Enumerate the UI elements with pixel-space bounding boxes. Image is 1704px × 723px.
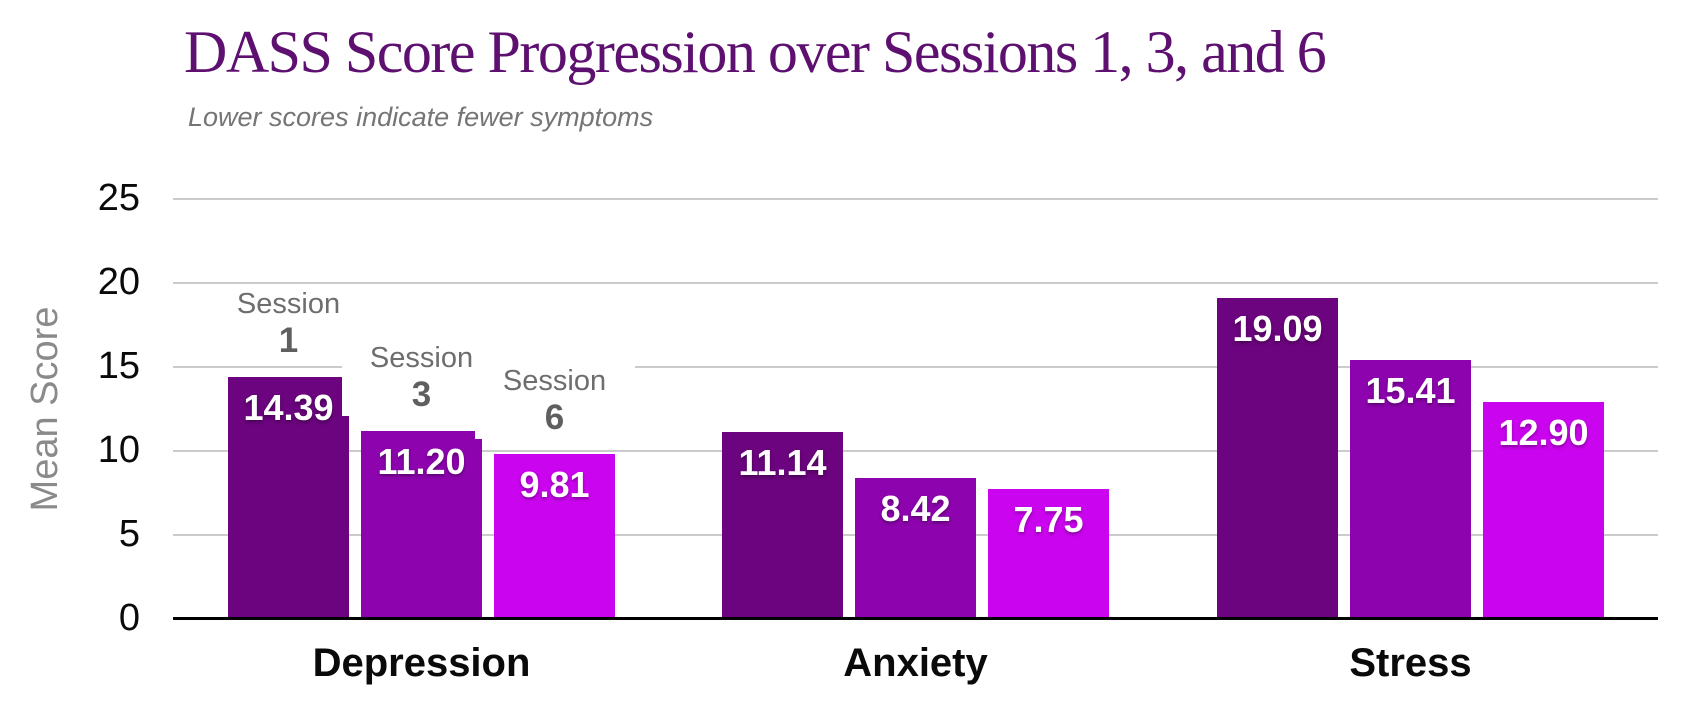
gridline — [173, 198, 1658, 200]
bar-value-label: 11.20 — [377, 441, 466, 482]
annotation-line1: Session — [502, 365, 607, 397]
bar-value-label: 7.75 — [1013, 499, 1084, 540]
y-tick-label: 5 — [118, 513, 140, 555]
x-axis-line — [173, 617, 1658, 620]
chart-title: DASS Score Progression over Sessions 1, … — [184, 19, 1327, 85]
chart-subtitle: Lower scores indicate fewer symptoms — [188, 102, 654, 132]
bar-session3-anxiety — [855, 478, 976, 619]
annotation-line2: 6 — [544, 398, 565, 438]
gridline — [173, 366, 1658, 368]
annotation-line2: 3 — [411, 375, 432, 415]
gridline — [173, 450, 1658, 452]
y-tick-label: 10 — [97, 429, 140, 471]
series-annotation: Session 1 — [208, 287, 369, 363]
y-tick-label: 15 — [97, 345, 140, 387]
bar-session1-depression — [228, 377, 349, 619]
y-axis-title: Mean Score — [24, 306, 66, 512]
annotation-line1: Session — [369, 342, 474, 374]
y-tick-label: 25 — [97, 177, 140, 219]
bar-value-label: 15.41 — [1365, 370, 1456, 411]
category-label-anxiety: Anxiety — [843, 641, 988, 685]
annotation-line2: 1 — [278, 321, 299, 361]
bar-session6-anxiety — [988, 489, 1109, 619]
bar-session6-stress — [1483, 402, 1604, 619]
bar-value-label: 12.90 — [1498, 412, 1589, 453]
bar-session1-stress — [1217, 298, 1338, 619]
bar-value-label: 8.42 — [880, 488, 951, 529]
bar-value-label: 19.09 — [1232, 308, 1323, 349]
y-tick-label: 20 — [97, 261, 140, 303]
annotation-line1: Session — [236, 288, 341, 320]
gridline — [173, 282, 1658, 284]
bar-session3-depression — [361, 431, 482, 619]
bar-value-label: 11.14 — [738, 442, 827, 483]
bar-session3-stress — [1350, 360, 1471, 619]
bar-value-label: 9.81 — [519, 464, 590, 505]
category-label-depression: Depression — [312, 641, 531, 685]
bar-session1-anxiety — [722, 432, 843, 619]
series-annotation: Session 6 — [474, 364, 635, 440]
bar-session6-depression — [494, 454, 615, 619]
y-tick-label: 0 — [118, 597, 140, 639]
category-label-stress: Stress — [1349, 641, 1472, 685]
bar-value-label: 14.39 — [243, 387, 334, 428]
